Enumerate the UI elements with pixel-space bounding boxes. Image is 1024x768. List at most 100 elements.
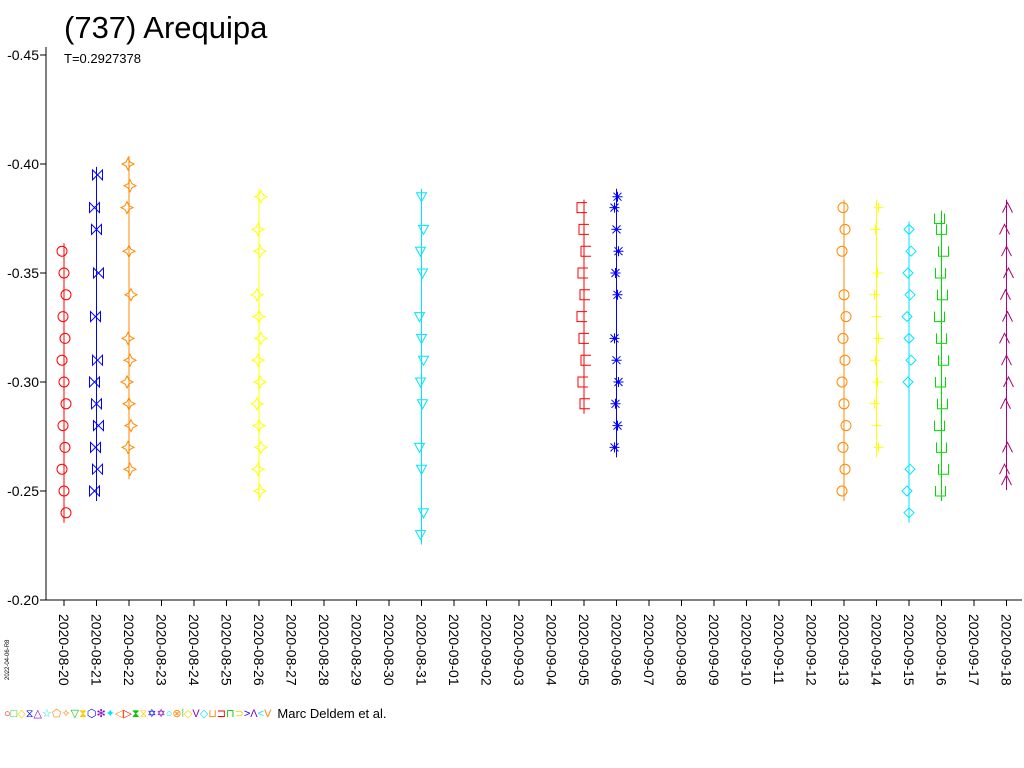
data-point [120,156,136,172]
data-point [415,464,428,476]
data-point [1002,441,1013,453]
data-point [57,420,69,432]
data-point [578,223,589,235]
data-point [416,399,429,410]
data-point [576,311,587,323]
y-tick-label: -0.20 [7,592,39,608]
legend-symbol: ✡ [147,708,157,720]
x-tick-label: 2020-08-21 [89,614,105,686]
data-point [251,309,267,324]
data-point [935,486,946,497]
legend-symbol: ◇ [17,708,26,720]
data-series [869,199,884,458]
x-tick-label: 2020-08-23 [154,614,170,686]
legend-symbol: ⊃ [234,708,244,720]
data-point [415,333,428,345]
data-point [937,289,948,301]
x-tick-label: 2020-09-03 [511,614,527,686]
data-point [872,268,883,278]
data-point [1003,266,1014,279]
x-tick-label: 2020-09-15 [901,614,917,686]
data-point [92,353,103,367]
data-point [1001,473,1012,486]
data-point [870,355,881,366]
x-tick-label: 2020-09-12 [804,614,820,686]
legend-symbol: ✧ [61,708,71,720]
data-point [999,332,1010,344]
data-point [56,354,68,366]
data-point [413,312,426,323]
data-point [416,268,429,280]
data-point [91,223,102,236]
data-series [89,166,104,501]
x-tick-label: 2020-08-26 [251,614,267,686]
data-point [60,507,72,519]
legend-symbol: ✦ [105,708,115,720]
data-point [873,333,884,344]
data-point [837,441,849,453]
y-tick-labels: -0.45 -0.40 -0.35 -0.30 -0.25 -0.20 [7,47,39,608]
legend-symbol: ◇ [199,708,209,720]
data-point [1001,354,1012,366]
data-point [901,485,913,497]
chart-marks [56,156,1014,545]
data-point [121,244,137,259]
data-point [414,377,427,389]
data-point [90,310,101,323]
x-tick-label: 2020-09-10 [739,614,755,686]
y-tick-label: -0.45 [7,47,39,63]
x-tick-label: 2020-09-04 [544,614,560,686]
data-point [936,333,947,344]
data-point [840,420,852,432]
data-point [120,440,136,455]
data-point [1003,375,1014,388]
legend-symbol: ⧖ [139,708,148,720]
data-point [92,462,103,476]
legend-symbol: ⬡ [86,708,97,720]
data-point [840,311,852,323]
data-point [119,200,135,215]
data-point [938,355,949,366]
data-point [122,462,138,477]
data-point [580,245,591,257]
data-point [417,224,430,236]
data-point [902,376,914,388]
credit-text: Marc Deldem et al. [277,705,387,721]
data-series [119,156,139,480]
legend-symbol: ⦚ [181,708,184,720]
data-point [612,420,623,431]
data-point [57,311,69,323]
x-tick-label: 2020-08-27 [284,614,300,686]
data-series [901,221,917,523]
data-point [903,332,915,345]
data-point [93,266,104,280]
data-point [905,245,917,257]
data-point [93,419,104,432]
data-series [56,243,72,523]
y-tick-label: -0.25 [7,483,39,499]
data-point [56,463,68,475]
data-point [577,267,588,279]
data-point [580,354,591,366]
x-tick-label: 2020-09-17 [966,614,982,686]
data-point [414,530,427,541]
data-point [576,202,587,214]
data-point [903,507,915,519]
data-point [836,485,848,497]
legend-symbol: ◁ [114,708,124,720]
data-point [869,289,880,300]
x-tick-label: 2020-08-25 [219,614,235,686]
x-tick-label: 2020-09-02 [479,614,495,686]
date-stamp-text: 2022-04-06-R8 [5,639,11,680]
data-point [609,202,620,213]
x-tick-label: 2020-08-28 [316,614,332,686]
data-series [576,199,591,414]
legend-symbol: ▷ [123,708,132,720]
data-point [871,311,882,322]
legend-symbol: ⧗ [131,708,140,720]
data-series [999,199,1014,491]
footer-legend: ○□◇⧖△☆⬠✧▽⧗⬡✻✦◁▷⧗⧖✡✡○⊗⦚◇V◇⊔⊐⊓⊃>Λ<V Marc D… [4,704,387,722]
data-point [579,398,590,410]
data-point [869,398,880,409]
